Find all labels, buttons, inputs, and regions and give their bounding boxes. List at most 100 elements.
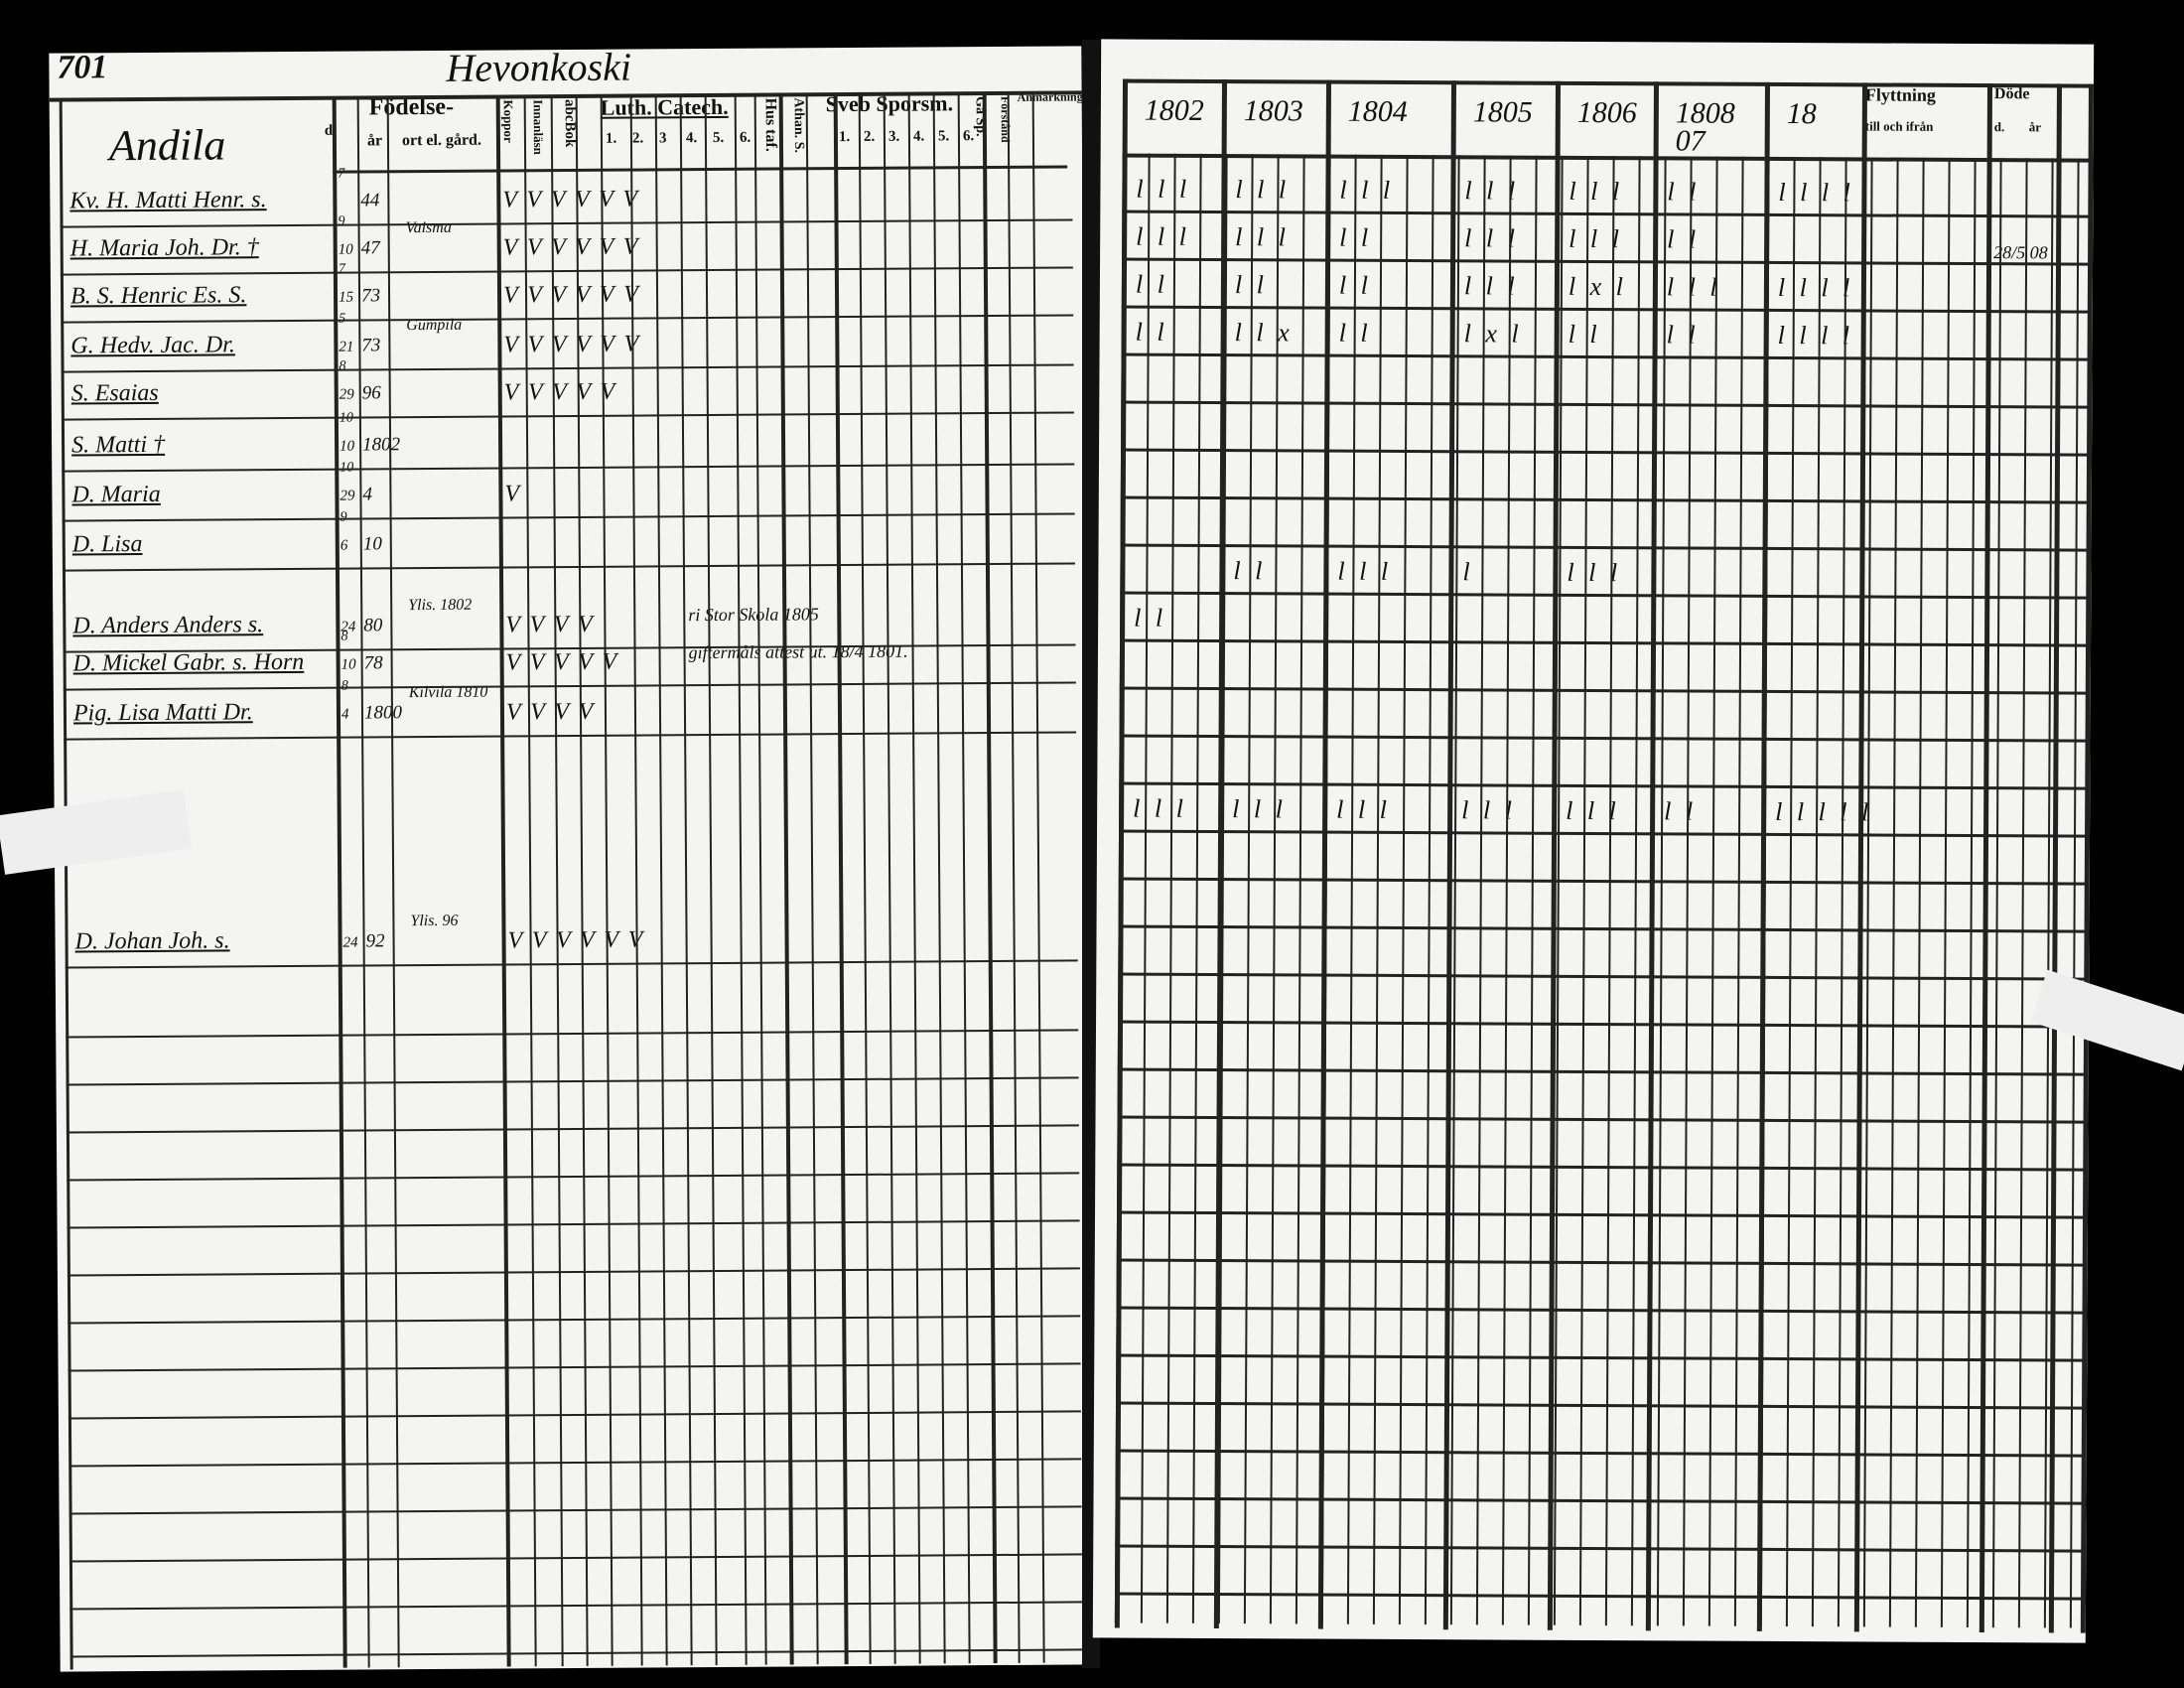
left-page: 701 Hevonkoski Andila Födelse- d. år ort… [49, 46, 1093, 1672]
row-rule [66, 1076, 1079, 1086]
attendance-tally: l l [1667, 177, 1701, 207]
row-rule [65, 959, 1078, 969]
right-page: 1802 1803 1804 1805 1806 1808 07 18 Flyttning … [1092, 39, 2095, 1643]
sveb-number: 3. [887, 128, 900, 145]
birth-day: 4 [341, 706, 349, 723]
birth-month: 9 [338, 213, 345, 229]
person-name: S. Esaias [70, 379, 159, 407]
birth-place [407, 364, 494, 365]
row-rule [1118, 1020, 2087, 1029]
grid-column-line [858, 94, 872, 1664]
row-rule [1117, 1067, 2086, 1076]
row-rule [1115, 1592, 2084, 1601]
birth-place [406, 267, 493, 268]
catechism-checks: V V V V V V [502, 233, 640, 261]
grid-column-line [833, 95, 849, 1665]
year-column-line [2080, 83, 2094, 1633]
row-rule [1119, 829, 2088, 838]
grid-column-line [386, 98, 400, 1668]
header-death-year: år [2028, 119, 2042, 135]
catech-number: 5. [712, 129, 725, 146]
header-bottom-rule [333, 165, 1068, 174]
person-name: S. Matti † [70, 431, 166, 459]
row-rule [67, 1267, 1080, 1277]
year-column-line [1979, 83, 1992, 1633]
row-rule [62, 562, 1075, 572]
grid-column-line [982, 94, 998, 1664]
row-rule [1120, 591, 2089, 600]
row-rule [1119, 734, 2088, 743]
grid-column-line [654, 96, 668, 1666]
birth-day: 6 [340, 537, 348, 554]
row-rule [68, 1553, 1082, 1563]
header-place: ort el. gård. [401, 131, 481, 150]
birth-day: 29 [340, 488, 355, 504]
birth-year: 73 [360, 285, 381, 307]
person-name: B. S. Henric Es. S. [69, 282, 247, 310]
sveb-number: 2. [863, 128, 876, 145]
attendance-tally: l l l [1336, 794, 1391, 824]
attendance-tally: l l l l [1777, 272, 1854, 303]
year-header: 18 [1786, 97, 1817, 131]
header-death: Döde [1993, 85, 2030, 103]
row-rule [1116, 1306, 2085, 1315]
grid-column-line [734, 95, 748, 1665]
catechism-checks: V V V V V V [502, 186, 640, 213]
row-rule [1122, 257, 2091, 266]
row-rule [1118, 877, 2087, 886]
row-rule [61, 363, 1074, 373]
header-innanlasning: Innanläsn [530, 99, 547, 155]
sveb-number: 5. [937, 128, 950, 145]
catechism-checks: V V V V V V [502, 281, 640, 309]
attendance-tally: l l l [1566, 795, 1620, 826]
birth-place [408, 515, 495, 516]
year-header: 1808 07 [1675, 96, 1735, 158]
person-name: D. Anders Anders s. [72, 612, 264, 639]
grid-column-line [679, 96, 693, 1666]
row-rule [60, 218, 1073, 228]
birth-place: Ylis. 1802 [408, 596, 473, 615]
birth-day: 29 [339, 386, 354, 403]
row-rule [62, 512, 1075, 522]
row-rule [1115, 1544, 2084, 1553]
year-header: 1802 [1144, 93, 1204, 127]
catech-number: 4. [685, 130, 698, 147]
catechism-checks: V V V V V V [507, 926, 645, 954]
header-moving-sub: till och ifrån [1864, 118, 1934, 134]
row-rule [1119, 686, 2088, 695]
attendance-tally: l l [1135, 269, 1168, 299]
sveb-number: 4. [912, 128, 925, 145]
catechism-checks: V V V V V V [503, 331, 641, 358]
attendance-tally: l l l [1569, 223, 1623, 254]
catech-number: 2. [631, 130, 644, 147]
year-column-line [1317, 79, 1332, 1629]
row-rule [68, 1458, 1082, 1468]
header-hus-taf: Hus taf. [761, 97, 780, 152]
row-rule [1117, 1163, 2086, 1172]
farm-name: Andila [108, 120, 226, 171]
birth-day: 24 [342, 934, 358, 951]
row-rule [68, 1362, 1081, 1372]
attendance-tally: l l l [1337, 556, 1393, 586]
catechism-checks: V [504, 481, 522, 507]
birth-place [408, 634, 495, 635]
grid-column-line [753, 95, 767, 1665]
year-header: 1805 [1472, 95, 1533, 129]
birth-year: 4 [362, 484, 373, 505]
row-rule [62, 463, 1075, 473]
row-rule [61, 411, 1074, 421]
grid-column-line [1031, 93, 1045, 1663]
header-moving: Flyttning [1864, 84, 1937, 105]
attendance-tally: l l l [1567, 557, 1622, 588]
person-name: D. Lisa [71, 531, 143, 558]
attendance-tally: l l l [1235, 175, 1291, 205]
attendance-tally: l l l [1569, 176, 1624, 207]
row-rule [1120, 638, 2089, 647]
header-luth-catech: Luth. Catech. [600, 93, 729, 120]
year-header: 1803 [1243, 94, 1303, 128]
attendance-tally: l l l [1235, 222, 1290, 252]
birth-day: 10 [340, 438, 355, 455]
row-rule [1121, 352, 2090, 361]
header-year: år [366, 132, 383, 150]
row-rule [64, 731, 1077, 741]
